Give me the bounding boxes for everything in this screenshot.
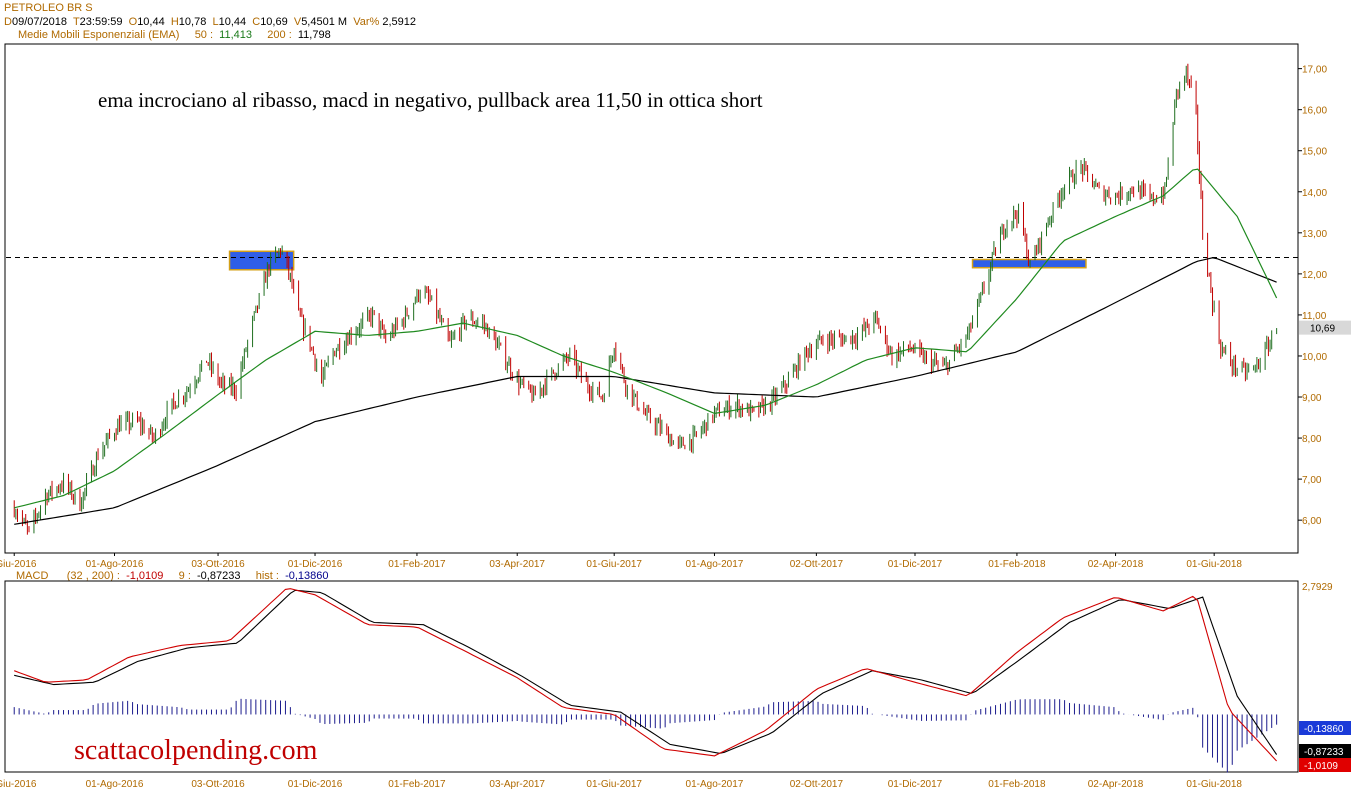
price-x-tick-label: 02-Apr-2018 <box>1088 559 1144 570</box>
price-plot-frame <box>4 43 1299 554</box>
last-price-label: 10,69 <box>1310 324 1335 335</box>
macd-legend: MACD (32 , 200) : -1,0109 9 : -0,87233 h… <box>16 570 329 582</box>
hist-label: hist : <box>255 570 279 582</box>
price-x-tick-label: 01-Giu-2017 <box>586 559 642 570</box>
macd-x-tick-label: 03-Apr-2017 <box>489 779 545 790</box>
macd-params: (32 , 200) : <box>66 570 120 582</box>
chart-annotation: ema incrociano al ribasso, macd in negat… <box>98 88 763 112</box>
date-value: 09/07/2018 <box>11 16 68 28</box>
price-x-tick-label: 01-Feb-2018 <box>988 559 1046 570</box>
macd-title: MACD <box>16 570 49 582</box>
symbol-name: PETROLEO BR S <box>4 2 93 14</box>
price-y-tick-label: 16,00 <box>1302 106 1327 117</box>
macd-x-tick-label: 01-Dic-2017 <box>888 779 943 790</box>
low-value: 10,44 <box>218 16 247 28</box>
price-x-tick-label: 01-Dic-2017 <box>888 559 943 570</box>
signal-value: -0,87233 <box>197 570 241 582</box>
highlight-zone <box>228 250 295 271</box>
high-label: H <box>170 16 179 28</box>
last-price-tag <box>1299 320 1351 335</box>
hist-tag <box>1299 721 1351 735</box>
price-y-tick-label: 15,00 <box>1302 147 1327 158</box>
price-y-tick-label: 7,00 <box>1302 475 1322 486</box>
price-y-tick-label: 10,00 <box>1302 352 1327 363</box>
open-label: O <box>128 16 138 28</box>
price-y-tick-label: 14,00 <box>1302 188 1327 199</box>
price-x-tick-label: 01-Ago-2017 <box>686 559 744 570</box>
time-value: 23:59:59 <box>79 16 123 28</box>
hist-tag-label: -0,13860 <box>1304 724 1344 735</box>
price-x-tick-label: 01-Ago-2016 <box>86 559 144 570</box>
signal-label: 9 : <box>178 570 191 582</box>
signal-line <box>14 589 1278 755</box>
volume-value: 5,4501 M <box>301 16 348 28</box>
macd-tag <box>1299 758 1351 772</box>
ema-title: Medie Mobili Esponenziali (EMA) <box>18 29 180 41</box>
price-x-tick-label: 01-Feb-2017 <box>388 559 446 570</box>
ema-legend: Medie Mobili Esponenziali (EMA) 50 : 11,… <box>18 29 331 41</box>
var-label: Var% <box>353 16 380 28</box>
ema50-value: 11,413 <box>219 29 252 41</box>
price-y-tick-label: 8,00 <box>1302 434 1322 445</box>
high-value: 10,78 <box>178 16 207 28</box>
ema50-line <box>14 168 1278 509</box>
price-y-tick-label: 11,00 <box>1302 311 1327 322</box>
volume-label: V <box>293 16 302 28</box>
macd-x-tick-label: 01-Ago-2016 <box>86 779 144 790</box>
price-x-tick-label: 03-Ott-2016 <box>191 559 245 570</box>
ema200-line <box>14 257 1277 525</box>
ema200-label: 200 : <box>267 29 292 41</box>
signal-tag-label: -0,87233 <box>1304 747 1344 758</box>
date-label: D <box>4 16 12 28</box>
macd-x-tick-label: 02-Ott-2017 <box>790 779 844 790</box>
macd-value: -1,0109 <box>126 570 164 582</box>
price-y-tick-label: 17,00 <box>1302 65 1327 76</box>
close-label: C <box>252 16 261 28</box>
price-y-tick-label: 9,00 <box>1302 393 1322 404</box>
price-x-tick-label: 01-Giu-2018 <box>1186 559 1242 570</box>
close-value: 10,69 <box>260 16 288 28</box>
ema50-label: 50 : <box>194 29 214 41</box>
hist-value: -0,13860 <box>285 570 329 582</box>
macd-x-tick-label: 02-Apr-2018 <box>1088 779 1144 790</box>
macd-x-tick-label: -Giu-2016 <box>0 779 37 790</box>
symbol-title: PETROLEO BR S <box>4 2 93 14</box>
macd-tag-label: -1,0109 <box>1304 761 1338 772</box>
signal-tag <box>1299 744 1351 758</box>
macd-x-tick-label: 01-Giu-2018 <box>1186 779 1242 790</box>
price-x-tick-label: -Giu-2016 <box>0 559 37 570</box>
time-label: T <box>72 16 80 28</box>
price-y-tick-label: 12,00 <box>1302 270 1327 281</box>
low-label: L <box>212 16 219 28</box>
ohlc-readout: D09/07/2018 T23:59:59 O10,44 H10,78 L10,… <box>4 16 416 28</box>
macd-x-tick-label: 01-Feb-2018 <box>988 779 1046 790</box>
price-x-tick-label: 01-Dic-2016 <box>288 559 343 570</box>
highlight-zone <box>971 258 1087 269</box>
price-y-tick-label: 6,00 <box>1302 516 1322 527</box>
macd-x-tick-label: 01-Dic-2016 <box>288 779 343 790</box>
var-value: 2,5912 <box>382 16 416 28</box>
price-x-tick-label: 02-Ott-2017 <box>790 559 844 570</box>
macd-x-tick-label: 01-Ago-2017 <box>686 779 744 790</box>
macd-x-tick-label: 03-Ott-2016 <box>191 779 245 790</box>
ema200-value: 11,798 <box>297 29 331 41</box>
price-chart[interactable]: 6,00 7,00 8,00 9,00 10,00 11,00 12,00 13,00 14,0… <box>0 0 1352 570</box>
price-y-tick-label: 13,00 <box>1302 229 1327 240</box>
macd-y-tick-label: 2,7929 <box>1302 582 1333 593</box>
price-x-tick-label: 03-Apr-2017 <box>489 559 545 570</box>
macd-x-tick-label: 01-Feb-2017 <box>388 779 446 790</box>
open-value: 10,44 <box>137 16 165 28</box>
macd-x-tick-label: 01-Giu-2017 <box>586 779 642 790</box>
watermark: scattacolpending.com <box>74 735 318 766</box>
